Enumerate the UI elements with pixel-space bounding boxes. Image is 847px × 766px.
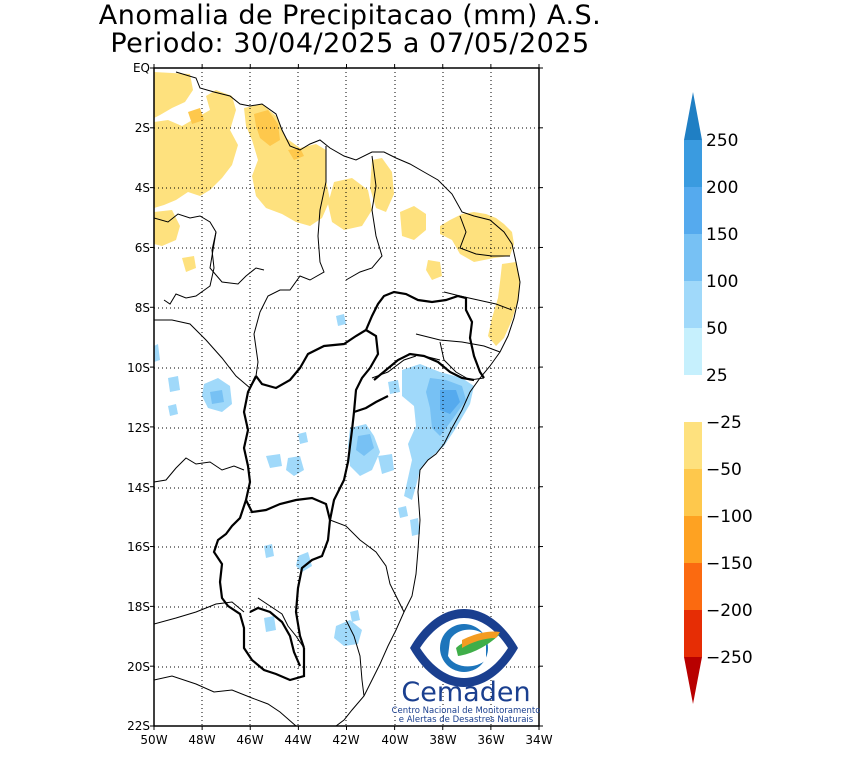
- grid-lines: [154, 68, 539, 726]
- colorbar-segment: [684, 375, 702, 422]
- lat-label: EQ: [133, 61, 150, 75]
- colorbar-segment: [684, 422, 702, 469]
- colorbar-label: −50: [706, 460, 742, 480]
- colorbar-segment: [684, 328, 702, 375]
- lat-label: 20S: [127, 660, 150, 674]
- colorbar-label: 50: [706, 319, 728, 339]
- colorbar-label: −150: [706, 554, 753, 574]
- colorbar-label: 150: [706, 225, 738, 245]
- region-boundaries: [212, 290, 485, 682]
- lon-label: 40W: [381, 733, 408, 747]
- lat-label: 10S: [127, 361, 150, 375]
- latitude-labels: EQ 2S 4S 6S 8S 10S 12S 14S 16S 18S 20S 2…: [127, 61, 150, 733]
- colorbar-segment: [684, 140, 702, 187]
- longitude-labels: 50W 48W 46W 44W 42W 40W 38W 36W 34W: [140, 733, 552, 747]
- lon-label: 42W: [332, 733, 359, 747]
- colorbar-bottom-arrow: [684, 657, 702, 704]
- colorbar-label: −25: [706, 413, 742, 433]
- lat-label: 16S: [127, 540, 150, 554]
- logo-subtitle-line1: Centro Nacional de Monitoramento: [392, 706, 541, 716]
- lat-label: 2S: [135, 121, 150, 135]
- colorbar-segment: [684, 563, 702, 610]
- colorbar-label: 25: [706, 366, 728, 386]
- axis-ticks: [150, 64, 543, 730]
- logo-subtitle-line2: e Alertas de Desastres Naturais: [399, 715, 534, 725]
- lon-label: 44W: [284, 733, 311, 747]
- lon-label: 34W: [525, 733, 552, 747]
- colorbar-segment: [684, 610, 702, 657]
- cemaden-logo: Cemaden Centro Nacional de Monitoramento…: [392, 609, 541, 725]
- colorbar-segment: [684, 187, 702, 234]
- lon-label: 46W: [236, 733, 263, 747]
- lat-label: 4S: [135, 181, 150, 195]
- map-title-line2: Periodo: 30/04/2025 a 07/05/2025: [110, 28, 590, 59]
- colorbar-label: 200: [706, 178, 738, 198]
- lat-label: 8S: [135, 301, 150, 315]
- lon-label: 48W: [188, 733, 215, 747]
- lat-label: 14S: [127, 481, 150, 495]
- lat-label: 18S: [127, 600, 150, 614]
- colorbar-label: −200: [706, 601, 753, 621]
- coastline-and-borders: [154, 71, 521, 726]
- lon-label: 50W: [140, 733, 167, 747]
- logo-name: Cemaden: [401, 677, 530, 708]
- colorbar-segment: [684, 516, 702, 563]
- colorbar-segment: [684, 234, 702, 281]
- lon-label: 38W: [429, 733, 456, 747]
- colorbar: 250 200 150 100 50 25 −25 −50 −100 −150 …: [684, 92, 753, 704]
- colorbar-label: 250: [706, 131, 738, 151]
- colorbar-top-arrow: [684, 92, 702, 140]
- colorbar-label: −250: [706, 648, 753, 668]
- colorbar-label: 100: [706, 272, 738, 292]
- map-plot-area: [154, 68, 539, 726]
- positive-anomaly-peak: [440, 390, 460, 414]
- lon-label: 36W: [477, 733, 504, 747]
- lat-label: 6S: [135, 241, 150, 255]
- lat-label: 22S: [127, 719, 150, 733]
- colorbar-segment: [684, 281, 702, 328]
- map-title-line1: Anomalia de Precipitacao (mm) A.S.: [98, 0, 602, 31]
- lat-label: 12S: [127, 421, 150, 435]
- colorbar-segment: [684, 469, 702, 516]
- colorbar-label: −100: [706, 507, 753, 527]
